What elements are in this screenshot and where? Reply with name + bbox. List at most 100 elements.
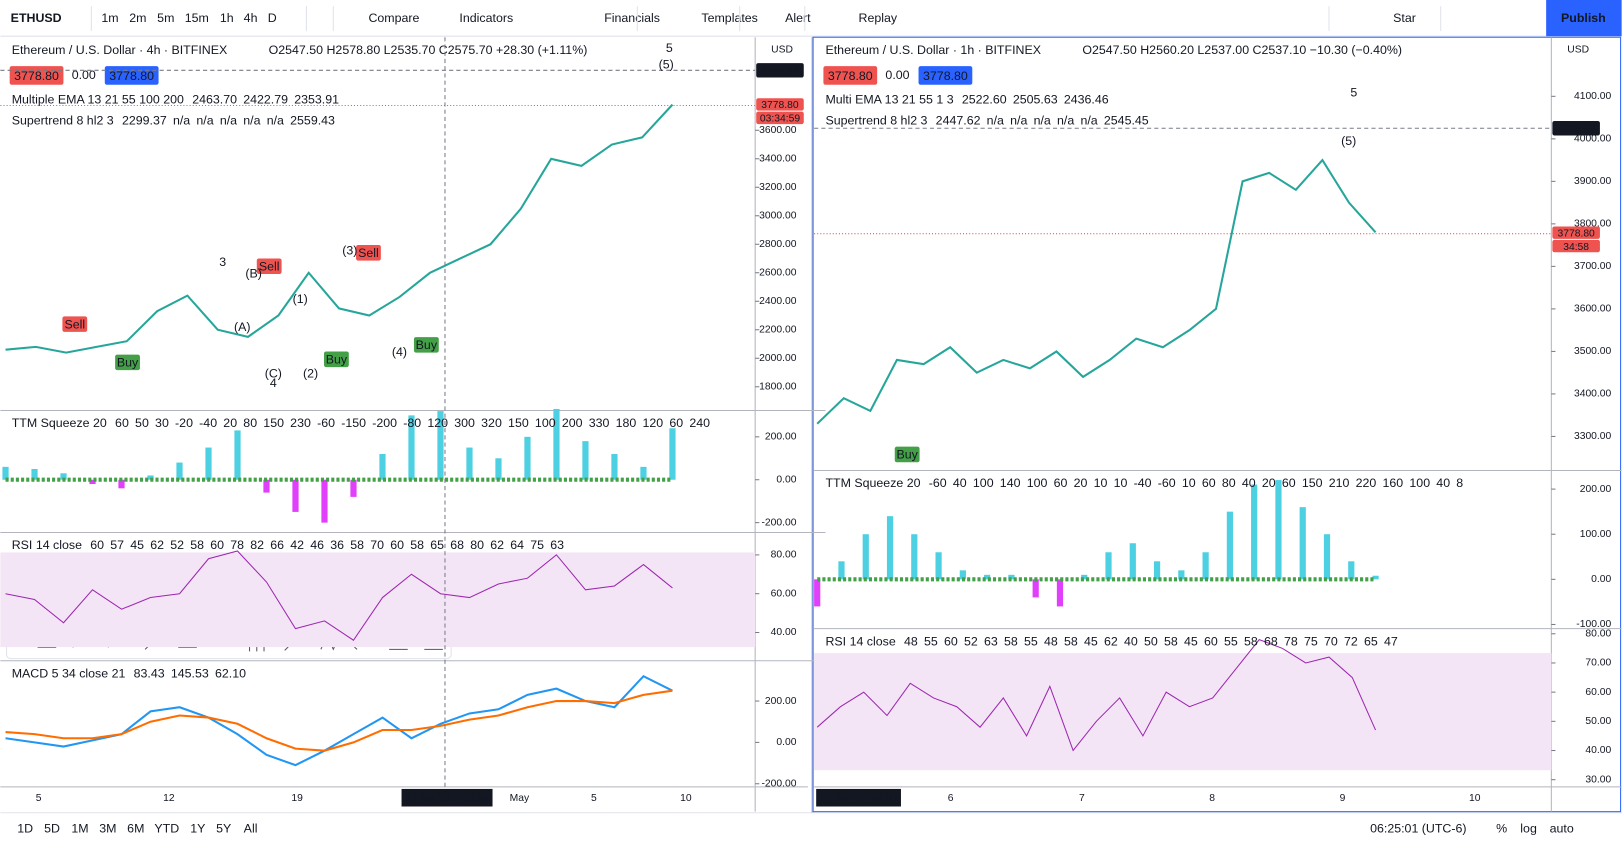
toolbar-button[interactable]: Replay — [859, 11, 898, 25]
y-tick-label: 40.00 — [771, 627, 797, 638]
indicator-value: 60 — [115, 416, 129, 430]
publish-button-bg[interactable] — [1546, 0, 1622, 37]
publish-button[interactable]: Publish — [1561, 11, 1606, 25]
indicator-value: 52 — [170, 538, 184, 552]
series-line — [5, 689, 673, 752]
rsi-band — [0, 552, 756, 648]
ttm-bar — [89, 479, 96, 485]
layout-button[interactable]: Star — [1393, 11, 1416, 25]
interval[interactable]: 1h — [220, 11, 234, 25]
series-line — [816, 639, 1377, 752]
toolbar-button[interactable]: Alert — [785, 11, 811, 25]
indicator-value: 70 — [1324, 634, 1338, 648]
interval[interactable]: 1m — [101, 11, 118, 25]
indicator-value: 2299.37 — [122, 113, 167, 127]
indicator-value: 55 — [924, 634, 938, 648]
y-tick-label: 3400.00 — [759, 154, 797, 165]
toolbar-button[interactable]: Indicators — [459, 11, 513, 25]
ttm-bar — [1251, 484, 1258, 580]
indicator-value: 36 — [330, 538, 344, 552]
toolbar-button[interactable]: Financials — [604, 11, 660, 25]
scale-option[interactable]: auto — [1550, 822, 1574, 836]
scale-option[interactable]: log — [1520, 822, 1537, 836]
interval[interactable]: 15m — [185, 11, 209, 25]
indicator-value: 145.53 — [171, 666, 209, 680]
indicator-value: n/a — [267, 113, 284, 127]
crosshair-time: 02:00 — [463, 793, 489, 804]
indicator-value: -60 — [929, 476, 947, 490]
y-tick-label: 200.00 — [1580, 484, 1612, 495]
indicator-value: -80 — [403, 416, 421, 430]
interval[interactable]: D — [268, 11, 277, 25]
indicator-value: 2353.91 — [294, 93, 339, 107]
toolbar-button[interactable]: Templates — [701, 11, 757, 25]
indicator-value: 10 — [1182, 476, 1196, 490]
y-tick-label: 2800.00 — [759, 239, 797, 250]
indicator-value: -40 — [199, 416, 217, 430]
interval[interactable]: 4h — [244, 11, 258, 25]
range-button[interactable]: 1M — [71, 822, 88, 836]
sell-label: Sell — [64, 317, 85, 331]
y-tick-label: 3900.00 — [1574, 176, 1612, 187]
indicator-value: 30 — [155, 416, 169, 430]
interval[interactable]: 2m — [129, 11, 146, 25]
y-tick-label: 3600.00 — [759, 125, 797, 136]
y-tick-label: 4000.00 — [1574, 134, 1612, 145]
ttm-bar — [1275, 480, 1282, 580]
symbol[interactable]: ETHUSD — [11, 11, 62, 25]
indicator-value: 80 — [1222, 476, 1236, 490]
range-button[interactable]: 5Y — [216, 822, 231, 836]
ttm-bar — [984, 574, 991, 580]
indicator-value: 140 — [1000, 476, 1021, 490]
ttm-bar — [553, 408, 560, 480]
x-tick-label: 10 — [680, 793, 692, 804]
indicator-value: n/a — [173, 113, 190, 127]
crosshair-date: 27 Apr '21 — [820, 793, 866, 804]
indicator-value: 83.43 — [134, 666, 165, 680]
series-line — [5, 550, 673, 641]
range-button[interactable]: 6M — [127, 822, 144, 836]
range-button[interactable]: 3M — [99, 822, 116, 836]
indicator-value: 150 — [263, 416, 284, 430]
ttm-bar — [60, 473, 67, 480]
countdown-marker: 34:58 — [1563, 242, 1589, 253]
spread: 0.00 — [885, 68, 909, 82]
x-tick-label: 9 — [1340, 793, 1346, 804]
indicator-value: 40 — [1242, 476, 1256, 490]
range-button[interactable]: 5D — [44, 822, 60, 836]
ttm-bar — [408, 415, 415, 480]
indicator-label: Multi EMA 13 21 55 1 3 — [825, 93, 953, 107]
range-button[interactable]: 1Y — [190, 822, 205, 836]
indicator-value: 63 — [550, 538, 564, 552]
ttm-bar — [176, 462, 183, 480]
indicator-value: 2422.79 — [243, 93, 288, 107]
ttm-bar — [1226, 511, 1233, 580]
ttm-bar — [838, 561, 845, 580]
countdown-marker-bg — [756, 111, 804, 125]
indicator-value: 60 — [1054, 476, 1068, 490]
scale-option[interactable]: % — [1496, 822, 1507, 836]
y-tick-label: -200.00 — [761, 517, 796, 528]
bid: 3778.80 — [14, 69, 59, 83]
indicator-value: 60 — [1282, 476, 1296, 490]
indicator-value: 100 — [1409, 476, 1430, 490]
indicator-value: 78 — [230, 538, 244, 552]
range-button[interactable]: All — [244, 822, 258, 836]
ttm-bar — [379, 453, 386, 480]
series-line — [5, 103, 674, 354]
buy-label: Buy — [326, 353, 348, 367]
interval[interactable]: 5m — [157, 11, 174, 25]
indicator-value: n/a — [243, 113, 260, 127]
ttm-bar — [205, 447, 212, 480]
currency: USD — [1567, 44, 1589, 55]
toolbar-button[interactable]: Compare — [368, 11, 419, 25]
ttm-bar — [524, 436, 531, 480]
range-button[interactable]: 1D — [17, 822, 33, 836]
wave-label: (1) — [293, 292, 308, 306]
spread: 0.00 — [72, 68, 96, 82]
indicator-value: 72 — [1344, 634, 1358, 648]
indicator-label: Multiple EMA 13 21 55 100 200 — [12, 93, 184, 107]
indicator-value: 45 — [130, 538, 144, 552]
range-button[interactable]: YTD — [154, 822, 179, 836]
